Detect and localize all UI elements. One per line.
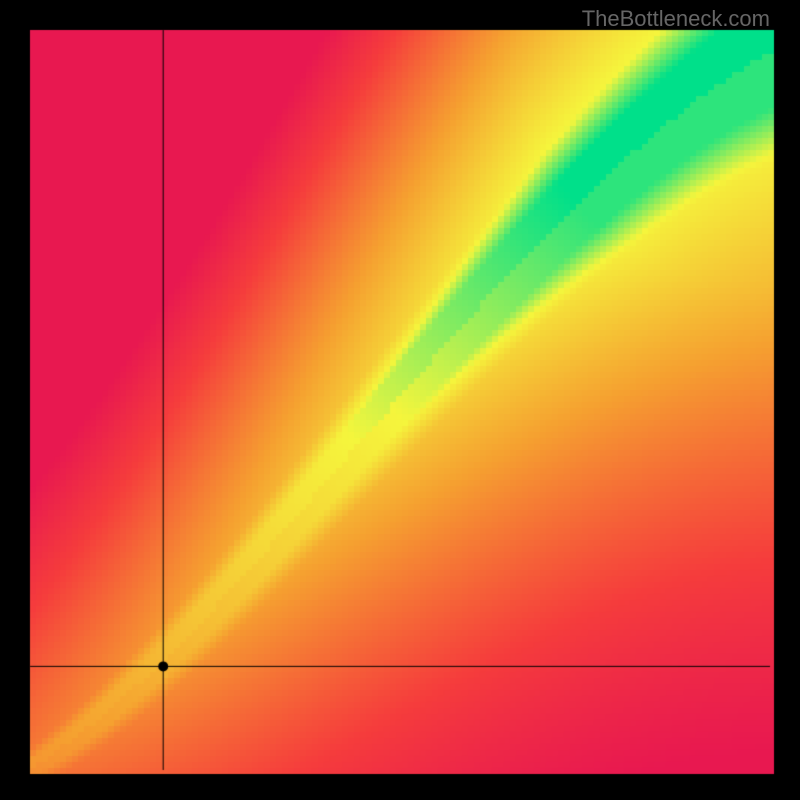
crosshair-overlay bbox=[0, 0, 800, 800]
watermark-text: TheBottleneck.com bbox=[582, 6, 770, 32]
chart-container: TheBottleneck.com bbox=[0, 0, 800, 800]
